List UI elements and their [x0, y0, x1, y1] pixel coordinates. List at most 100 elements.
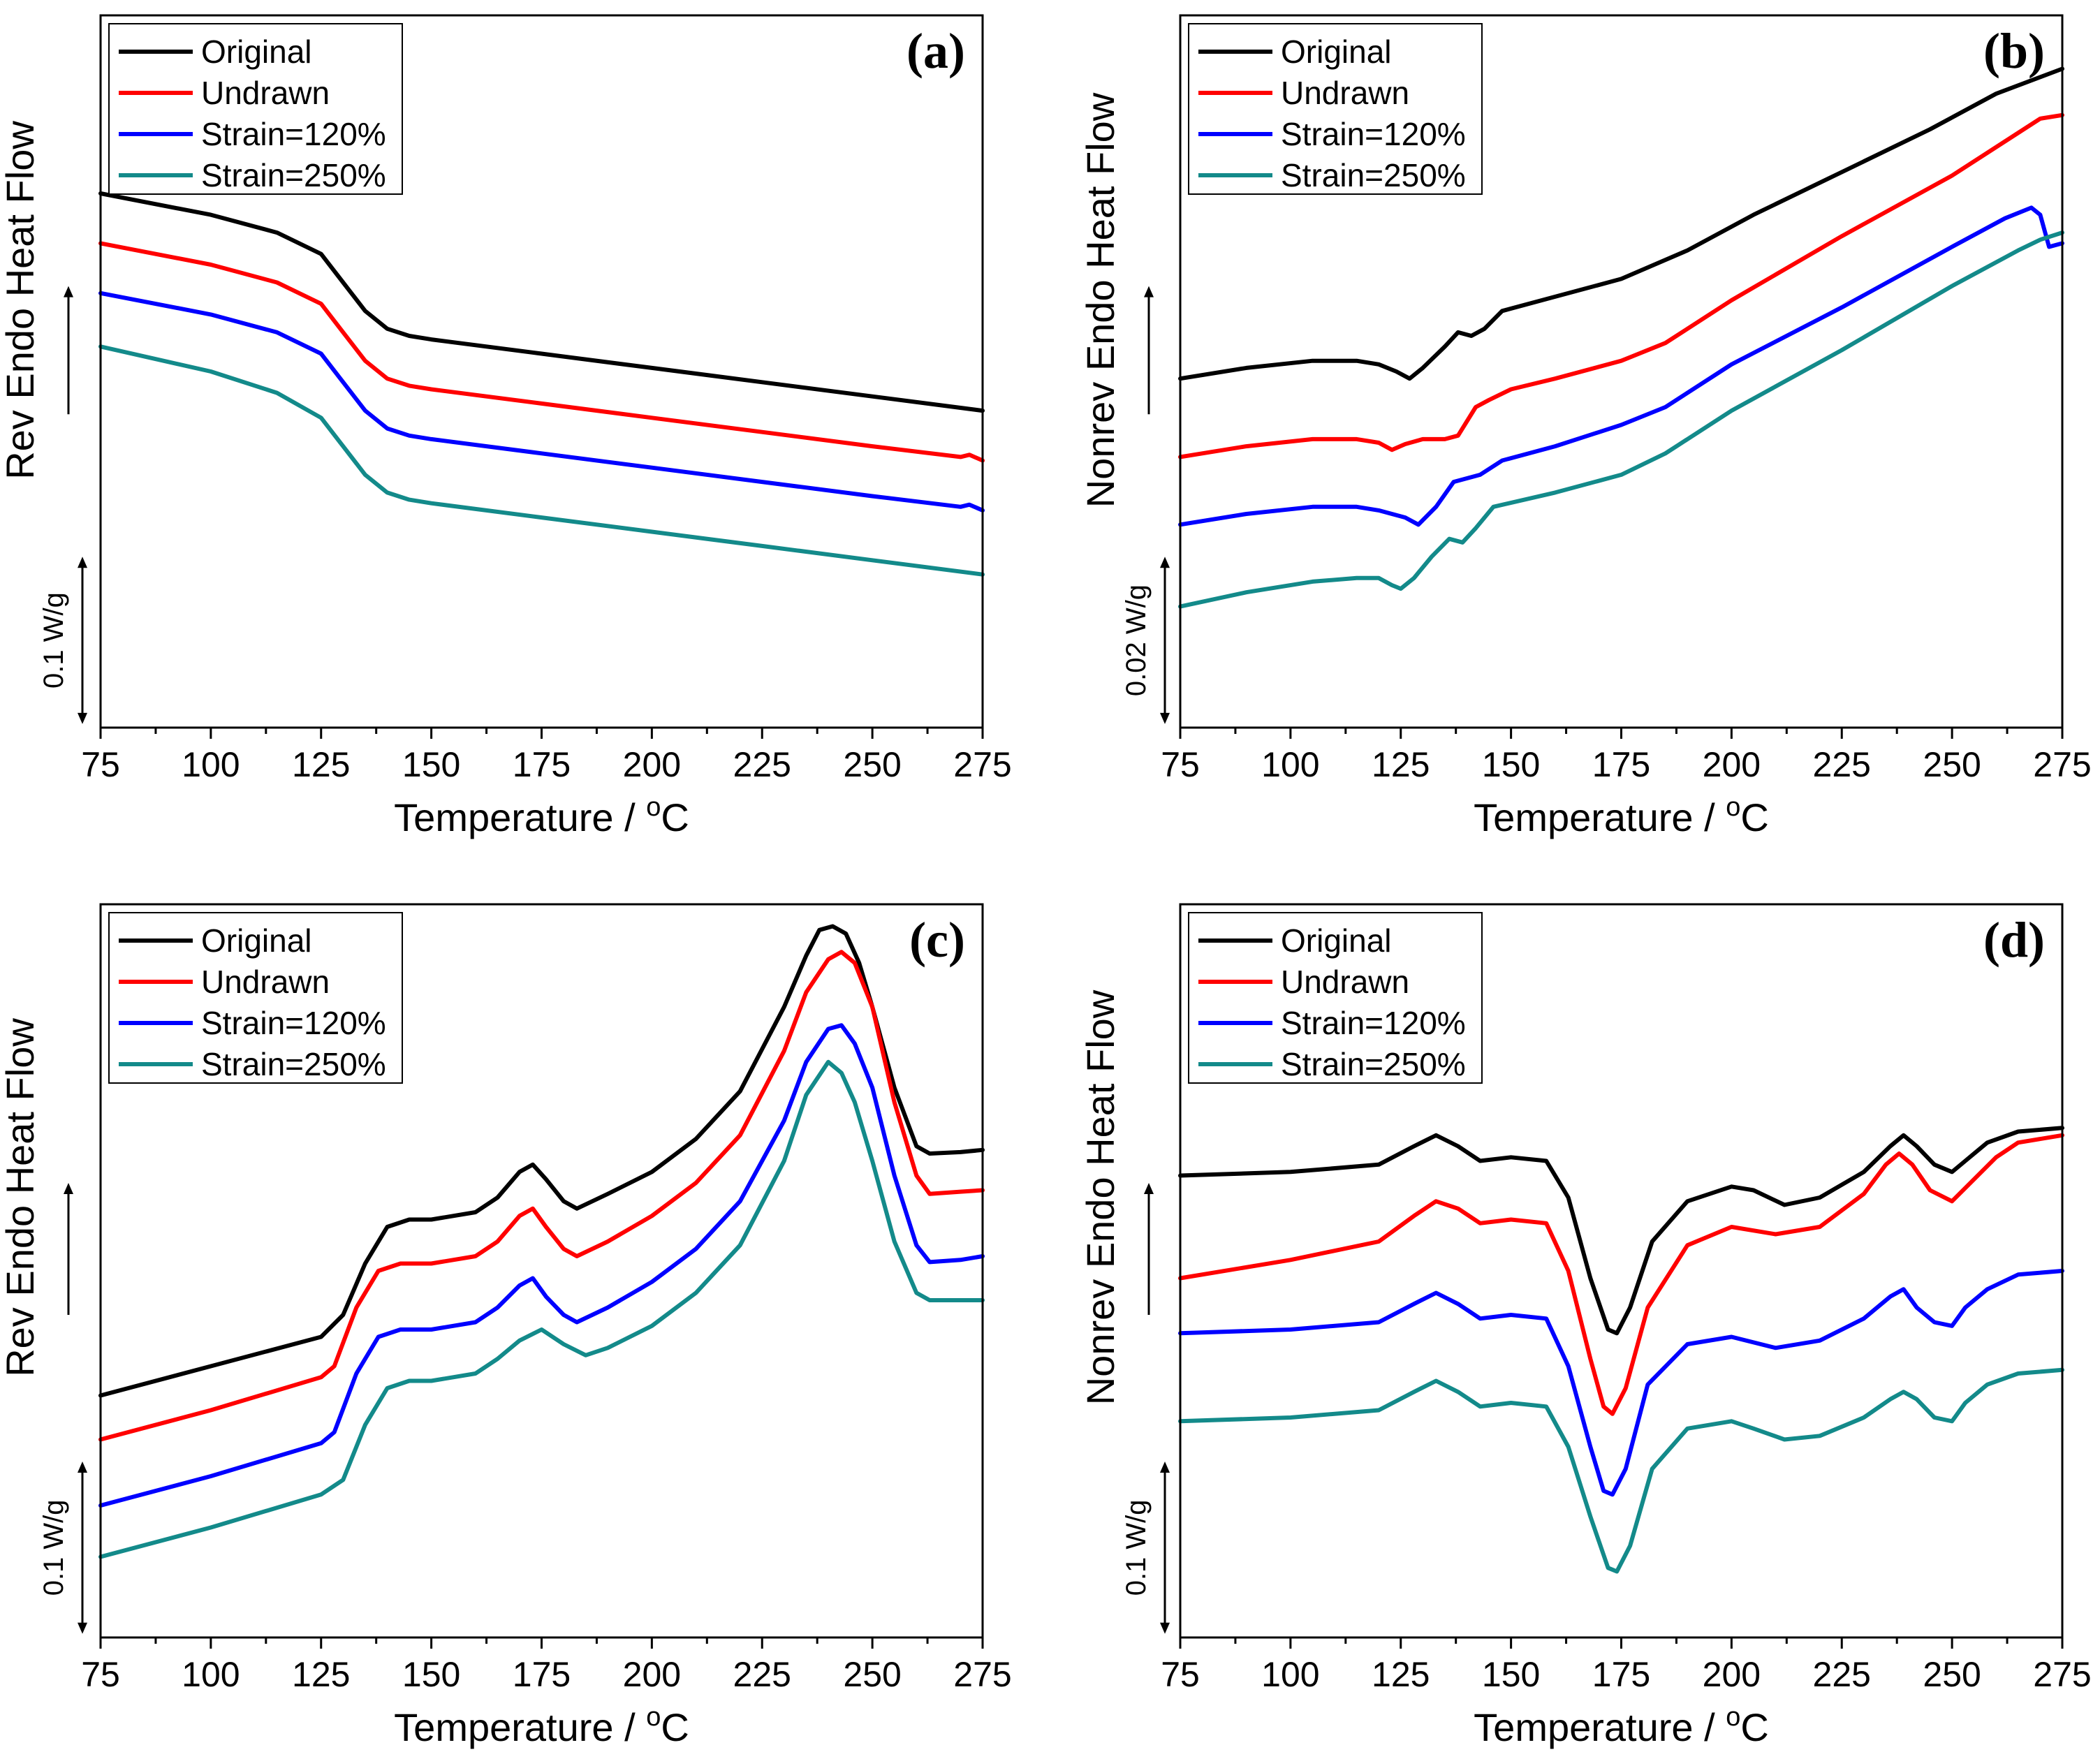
series-line-a-2: [98, 241, 985, 463]
x-tick-label-d: 150: [1482, 1655, 1540, 1694]
x-tick-label-a: 125: [292, 745, 350, 784]
legend-label-d-1: Original: [1281, 922, 1392, 959]
series-line-a-3: [98, 290, 985, 513]
x-tick-label-c: 200: [623, 1655, 681, 1694]
x-tick-label-d: 250: [1923, 1655, 1981, 1694]
legend-label-c-1: Original: [201, 922, 312, 959]
scale-bar-bottom-arrow-a: [78, 712, 87, 724]
panel-b: 75 100 125 150 175 200 225 250 275 Temperature / …: [1078, 14, 2092, 839]
x-tick-label-d: 125: [1372, 1655, 1430, 1694]
series-line-b-2: [1178, 112, 2064, 459]
scale-bar-label-d: 0.1 W/g: [1121, 1499, 1152, 1596]
scale-bar-label-b: 0.02 W/g: [1121, 584, 1152, 696]
x-tick-label-a: 175: [513, 745, 571, 784]
legend-a: Original Undrawn Strain=120% Strain=250%: [108, 23, 403, 195]
series-line-d-4: [1178, 1367, 2064, 1574]
x-tick-label-c: 225: [733, 1655, 791, 1694]
series-line-b-4: [1178, 230, 2064, 609]
legend-label-d-3: Strain=120%: [1281, 1005, 1466, 1041]
x-tick-label-d: 275: [2033, 1655, 2091, 1694]
x-axis-label-a: Temperature / oC: [394, 793, 689, 839]
legend-label-a-2: Undrawn: [201, 75, 330, 111]
x-tick-label-b: 200: [1703, 745, 1761, 784]
x-tick-label-b: 275: [2033, 745, 2091, 784]
series-line-d-2: [1178, 1133, 2064, 1416]
series-line-a-4: [98, 344, 985, 577]
x-tick-label-b: 225: [1813, 745, 1871, 784]
endo-arrowhead-b: [1144, 286, 1154, 297]
panel-a: 75 100 125 150 175 200 225 250 275 Temperature / …: [0, 14, 1012, 839]
y-axis-label-a: Rev Endo Heat Flow: [0, 121, 42, 480]
scale-bar-top-arrow-a: [78, 557, 87, 568]
legend-label-c-2: Undrawn: [201, 964, 330, 1000]
x-tick-label-b: 75: [1161, 745, 1200, 784]
x-tick-label-a: 225: [733, 745, 791, 784]
series-line-d-3: [1178, 1269, 2064, 1497]
x-tick-label-c: 250: [843, 1655, 901, 1694]
panel-tag-b: (b): [1983, 23, 2045, 79]
panel-c: 75 100 125 150 175 200 225 250 275 Temperature / …: [0, 903, 1012, 1749]
x-tick-label-b: 100: [1261, 745, 1319, 784]
series-line-b-3: [1178, 205, 2064, 527]
x-tick-label-b: 175: [1592, 745, 1650, 784]
panel-tag-d: (d): [1983, 912, 2045, 968]
x-tick-label-a: 150: [402, 745, 460, 784]
y-axis-label-b: Nonrev Endo Heat Flow: [1078, 92, 1122, 508]
x-tick-label-c: 150: [402, 1655, 460, 1694]
legend-label-c-3: Strain=120%: [201, 1005, 386, 1041]
series-line-d-1: [1178, 1126, 2064, 1336]
legend-label-d-2: Undrawn: [1281, 964, 1409, 1000]
legend-label-a-1: Original: [201, 34, 312, 70]
scale-bar-top-arrow-d: [1160, 1462, 1170, 1473]
legend-label-b-4: Strain=250%: [1281, 157, 1466, 193]
x-tick-label-d: 175: [1592, 1655, 1650, 1694]
series-line-c-4: [98, 1059, 985, 1559]
scale-bar-top-arrow-b: [1160, 557, 1170, 568]
series-line-c-3: [98, 1023, 985, 1508]
x-tick-label-c: 100: [182, 1655, 240, 1694]
x-tick-label-b: 250: [1923, 745, 1981, 784]
legend-label-a-3: Strain=120%: [201, 116, 386, 152]
legend-c: Original Undrawn Strain=120% Strain=250%: [108, 912, 403, 1084]
x-tick-label-c: 125: [292, 1655, 350, 1694]
x-tick-label-d: 200: [1703, 1655, 1761, 1694]
y-axis-label-c: Rev Endo Heat Flow: [0, 1018, 42, 1377]
x-tick-label-d: 100: [1261, 1655, 1319, 1694]
panel-d: 75 100 125 150 175 200 225 250 275 Temperature / …: [1078, 903, 2092, 1749]
x-axis-label-d: Temperature / oC: [1474, 1702, 1769, 1749]
scale-bar-label-a: 0.1 W/g: [38, 592, 69, 689]
scale-bar-top-arrow-c: [78, 1462, 87, 1473]
x-tick-label-c: 175: [513, 1655, 571, 1694]
series-line-b-1: [1178, 66, 2064, 381]
scale-bar-label-c: 0.1 W/g: [38, 1499, 69, 1596]
scale-bar-bottom-arrow-c: [78, 1622, 87, 1634]
x-tick-label-c: 75: [81, 1655, 120, 1694]
legend-label-a-4: Strain=250%: [201, 157, 386, 193]
x-axis-label-b: Temperature / oC: [1474, 793, 1769, 839]
legend-label-b-3: Strain=120%: [1281, 116, 1466, 152]
legend-label-b-1: Original: [1281, 34, 1392, 70]
x-tick-label-d: 75: [1161, 1655, 1200, 1694]
x-tick-label-a: 200: [623, 745, 681, 784]
x-axis-label-c: Temperature / oC: [394, 1702, 689, 1749]
panel-tag-a: (a): [906, 23, 965, 79]
x-tick-label-a: 275: [953, 745, 1011, 784]
endo-arrowhead-a: [64, 286, 73, 297]
scale-bar-bottom-arrow-d: [1160, 1622, 1170, 1634]
x-tick-label-b: 150: [1482, 745, 1540, 784]
legend-label-c-4: Strain=250%: [201, 1046, 386, 1082]
x-tick-label-b: 125: [1372, 745, 1430, 784]
legend-label-d-4: Strain=250%: [1281, 1046, 1466, 1082]
y-axis-label-d: Nonrev Endo Heat Flow: [1078, 989, 1122, 1405]
x-tick-label-a: 100: [182, 745, 240, 784]
legend-b: Original Undrawn Strain=120% Strain=250%: [1188, 23, 1483, 195]
legend-label-b-2: Undrawn: [1281, 75, 1409, 111]
series-line-a-1: [98, 191, 985, 413]
x-tick-label-a: 75: [81, 745, 120, 784]
legend-d: Original Undrawn Strain=120% Strain=250%: [1188, 912, 1483, 1084]
x-tick-label-d: 225: [1813, 1655, 1871, 1694]
x-tick-label-c: 275: [953, 1655, 1011, 1694]
panel-tag-c: (c): [909, 912, 965, 968]
endo-arrowhead-c: [64, 1183, 73, 1194]
